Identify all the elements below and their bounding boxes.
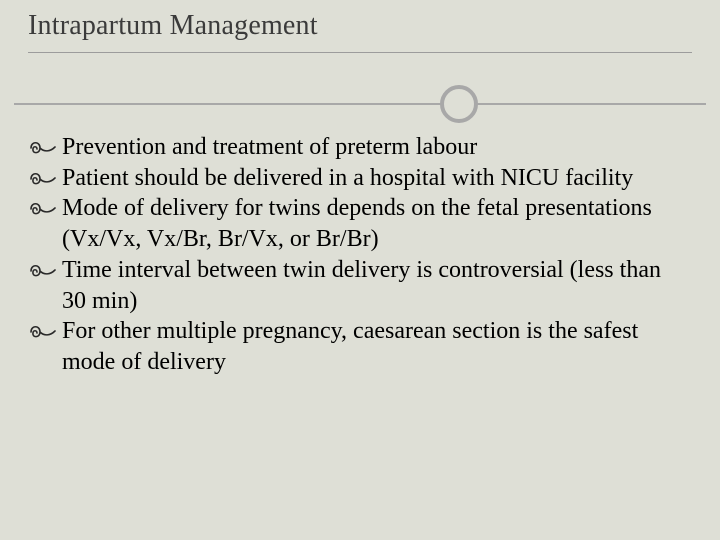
divider-ring-icon: [440, 85, 478, 123]
slide-title: Intrapartum Management: [28, 10, 692, 50]
bullet-text: For other multiple pregnancy, caesarean …: [62, 318, 638, 375]
body-block: Prevention and treatment of preterm labo…: [32, 132, 694, 378]
bullet-text: Time interval between twin delivery is c…: [62, 257, 661, 314]
swirl-bullet-icon: [30, 322, 56, 342]
bullet-text: Mode of delivery for twins depends on th…: [62, 195, 652, 252]
slide: Intrapartum Management Prevention and tr…: [0, 0, 720, 540]
title-underline: [28, 52, 692, 53]
bullet-text: Prevention and treatment of preterm labo…: [62, 134, 477, 160]
bullet-list: Prevention and treatment of preterm labo…: [32, 132, 694, 378]
bullet-text: Patient should be delivered in a hospita…: [62, 165, 633, 191]
list-item: Time interval between twin delivery is c…: [32, 255, 694, 316]
list-item: For other multiple pregnancy, caesarean …: [32, 316, 694, 377]
divider-rule: [0, 84, 720, 124]
swirl-bullet-icon: [30, 199, 56, 219]
swirl-bullet-icon: [30, 169, 56, 189]
list-item: Patient should be delivered in a hospita…: [32, 163, 694, 194]
swirl-bullet-icon: [30, 138, 56, 158]
title-block: Intrapartum Management: [28, 10, 692, 53]
list-item: Mode of delivery for twins depends on th…: [32, 193, 694, 254]
list-item: Prevention and treatment of preterm labo…: [32, 132, 694, 163]
divider-line: [14, 103, 706, 105]
swirl-bullet-icon: [30, 261, 56, 281]
